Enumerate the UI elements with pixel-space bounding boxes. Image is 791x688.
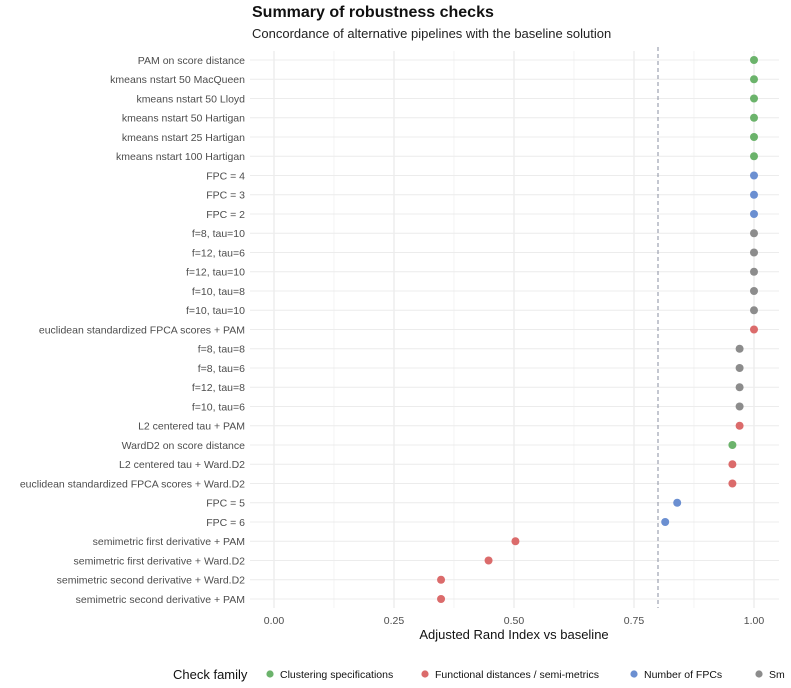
- category-label: semimetric first derivative + Ward.D2: [74, 555, 246, 567]
- data-point: [735, 344, 744, 353]
- category-label: semimetric second derivative + PAM: [76, 594, 245, 606]
- data-point: [750, 113, 758, 122]
- data-point: [750, 248, 758, 257]
- data-point: [735, 364, 744, 372]
- data-point: [750, 325, 758, 334]
- category-label: f=10, tau=10: [186, 305, 245, 317]
- legend-item-label: Clustering specifications: [280, 669, 393, 681]
- data-point: [511, 537, 520, 546]
- data-point: [750, 133, 758, 141]
- category-label: kmeans nstart 50 Lloyd: [136, 93, 245, 105]
- category-label: FPC = 3: [206, 190, 245, 202]
- category-label: f=12, tau=10: [186, 267, 245, 279]
- category-label: semimetric first derivative + PAM: [93, 536, 245, 548]
- data-point: [750, 229, 758, 238]
- data-point: [728, 479, 737, 488]
- x-tick-label: 0.50: [504, 615, 525, 627]
- legend-swatch: [755, 670, 763, 678]
- category-label: f=8, tau=6: [198, 363, 245, 375]
- category-label: FPC = 5: [206, 498, 245, 510]
- category-label: euclidean standardized FPCA scores + PAM: [39, 324, 245, 336]
- legend-swatch: [421, 670, 429, 678]
- category-label: FPC = 2: [206, 209, 245, 221]
- data-point: [750, 210, 758, 218]
- data-point: [728, 441, 737, 449]
- data-point: [484, 556, 493, 565]
- data-point: [735, 383, 744, 392]
- category-label: semimetric second derivative + Ward.D2: [57, 575, 246, 587]
- category-label: kmeans nstart 50 Hartigan: [122, 113, 245, 125]
- data-point: [673, 498, 682, 507]
- category-label: WardD2 on score distance: [122, 440, 245, 452]
- data-point: [735, 402, 744, 411]
- data-point: [661, 518, 670, 526]
- x-tick-label: 0.75: [624, 615, 645, 627]
- category-label: L2 centered tau + Ward.D2: [119, 459, 245, 471]
- category-label: f=10, tau=8: [192, 286, 245, 298]
- legend-swatch: [630, 670, 638, 678]
- x-tick-label: 0.25: [384, 615, 405, 627]
- data-point: [750, 190, 758, 199]
- category-label: PAM on score distance: [138, 55, 245, 67]
- category-label: f=8, tau=10: [192, 228, 245, 240]
- category-label: FPC = 6: [206, 517, 245, 529]
- data-point: [750, 94, 758, 103]
- legend-title: Check family: [173, 667, 248, 682]
- legend-swatch: [266, 670, 274, 678]
- data-point: [735, 421, 744, 430]
- category-label: f=12, tau=8: [192, 382, 245, 394]
- category-label: f=8, tau=8: [198, 344, 245, 356]
- legend-item-label: Functional distances / semi-metrics: [435, 669, 599, 681]
- x-tick-label: 0.00: [264, 615, 285, 627]
- data-point: [750, 75, 758, 84]
- category-label: f=10, tau=6: [192, 401, 245, 413]
- legend-item-label: Number of FPCs: [644, 669, 722, 681]
- x-tick-labels: 0.00 0.25 0.50 0.75 1.00: [264, 615, 765, 627]
- category-label: FPC = 4: [206, 170, 245, 182]
- data-point: [437, 575, 446, 584]
- data-point: [728, 460, 737, 469]
- category-label: kmeans nstart 50 MacQueen: [110, 74, 245, 86]
- category-label: euclidean standardized FPCA scores + War…: [20, 478, 245, 490]
- category-labels: PAM on score distance kmeans nstart 50 Ma…: [20, 55, 245, 606]
- data-point: [750, 267, 758, 276]
- data-point: [750, 306, 758, 315]
- category-label: kmeans nstart 100 Hartigan: [116, 151, 245, 163]
- grid-lines: [250, 51, 779, 608]
- category-label: L2 centered tau + PAM: [138, 421, 245, 433]
- data-point: [750, 171, 758, 180]
- data-point: [437, 595, 446, 603]
- data-point: [750, 152, 758, 161]
- category-label: f=12, tau=6: [192, 247, 245, 259]
- category-label: kmeans nstart 25 Hartigan: [122, 132, 245, 144]
- legend: Check family Clustering specifications Fu…: [173, 667, 785, 682]
- chart-title: Summary of robustness checks: [252, 4, 494, 21]
- x-axis-label: Adjusted Rand Index vs baseline: [419, 627, 608, 642]
- data-points: [437, 56, 758, 603]
- data-point: [750, 287, 758, 295]
- chart-subtitle: Concordance of alternative pipelines wit…: [252, 26, 612, 41]
- x-tick-label: 1.00: [744, 615, 765, 627]
- legend-item-label: Sm: [769, 669, 785, 681]
- data-point: [750, 56, 758, 64]
